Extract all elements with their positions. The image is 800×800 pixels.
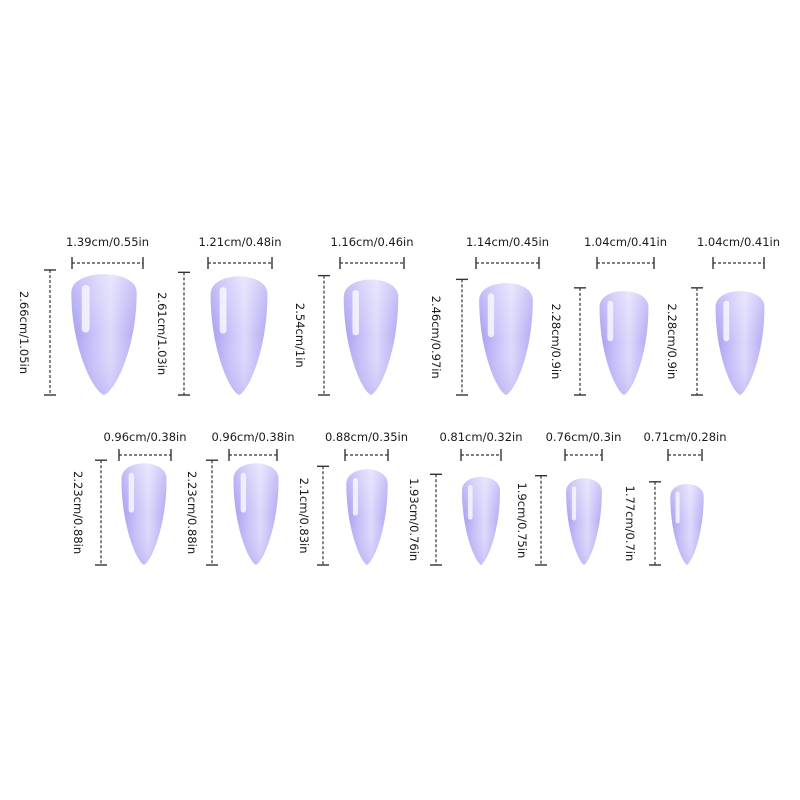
width-label: 0.96cm/0.38in	[103, 430, 186, 444]
width-label: 0.81cm/0.32in	[439, 430, 522, 444]
width-label: 0.76cm/0.3in	[546, 430, 622, 444]
length-label: 2.61cm/1.03in	[155, 292, 169, 375]
nail-shading	[71, 274, 137, 395]
width-label: 1.04cm/0.41in	[584, 235, 667, 249]
nail-item-1: 1.39cm/0.55in 2.66cm/1.05in	[17, 235, 149, 396]
width-label: 1.04cm/0.41in	[697, 235, 780, 249]
nail-shading	[343, 279, 399, 395]
nail-highlight	[352, 289, 360, 336]
nail-item-7: 0.96cm/0.38in 2.23cm/0.88in	[71, 430, 187, 566]
nail-item-6: 1.04cm/0.41in 2.28cm/0.9in	[665, 235, 780, 396]
length-label: 2.28cm/0.9in	[665, 304, 679, 380]
nail-highlight	[607, 300, 614, 342]
width-label: 0.96cm/0.38in	[211, 430, 294, 444]
nail-highlight	[352, 478, 358, 516]
nail-shading	[233, 463, 279, 565]
nail-shading	[121, 463, 167, 565]
nail-highlight	[571, 486, 577, 521]
nail-item-4: 1.14cm/0.45in 2.46cm/0.97in	[429, 235, 549, 396]
length-label: 1.77cm/0.7in	[623, 486, 637, 562]
width-label: 1.14cm/0.45in	[466, 235, 549, 249]
length-label: 2.1cm/0.83in	[297, 478, 311, 554]
nail-shading	[461, 476, 501, 565]
width-label: 0.88cm/0.35in	[325, 430, 408, 444]
nail-shading	[479, 283, 533, 395]
nail-shading	[346, 469, 388, 565]
nail-item-12: 0.71cm/0.28in 1.77cm/0.7in	[623, 430, 727, 566]
nail-highlight	[487, 293, 495, 338]
width-label: 1.16cm/0.46in	[330, 235, 413, 249]
nail-item-3: 1.16cm/0.46in 2.54cm/1in	[293, 235, 414, 396]
nail-item-5: 1.04cm/0.41in 2.28cm/0.9in	[549, 235, 667, 396]
nail-highlight	[128, 472, 135, 513]
nail-highlight	[240, 472, 247, 513]
nail-highlight	[81, 284, 90, 333]
length-label: 1.9cm/0.75in	[515, 482, 529, 558]
nail-shading	[210, 276, 268, 395]
nail-item-8: 0.96cm/0.38in 2.23cm/0.88in	[185, 430, 295, 566]
nail-shading	[670, 484, 704, 565]
length-label: 2.23cm/0.88in	[185, 471, 199, 554]
length-label: 2.54cm/1in	[293, 303, 307, 368]
nail-item-11: 0.76cm/0.3in 1.9cm/0.75in	[515, 430, 622, 566]
nail-item-9: 0.88cm/0.35in 2.1cm/0.83in	[297, 430, 408, 566]
nail-highlight	[219, 287, 227, 334]
length-label: 2.46cm/0.97in	[429, 296, 443, 379]
nail-highlight	[468, 485, 473, 520]
nail-highlight	[675, 491, 680, 524]
length-label: 2.28cm/0.9in	[549, 304, 563, 380]
nail-shading	[599, 291, 649, 395]
nail-shading	[566, 478, 602, 565]
nail-highlight	[723, 300, 730, 342]
length-label: 1.93cm/0.76in	[407, 478, 421, 561]
width-label: 0.71cm/0.28in	[643, 430, 726, 444]
nail-shading	[715, 291, 765, 395]
length-label: 2.66cm/1.05in	[17, 291, 31, 374]
width-label: 1.21cm/0.48in	[198, 235, 281, 249]
nail-item-10: 0.81cm/0.32in 1.93cm/0.76in	[407, 430, 523, 566]
length-label: 2.23cm/0.88in	[71, 471, 85, 554]
nail-item-2: 1.21cm/0.48in 2.61cm/1.03in	[155, 235, 282, 396]
width-label: 1.39cm/0.55in	[66, 235, 149, 249]
